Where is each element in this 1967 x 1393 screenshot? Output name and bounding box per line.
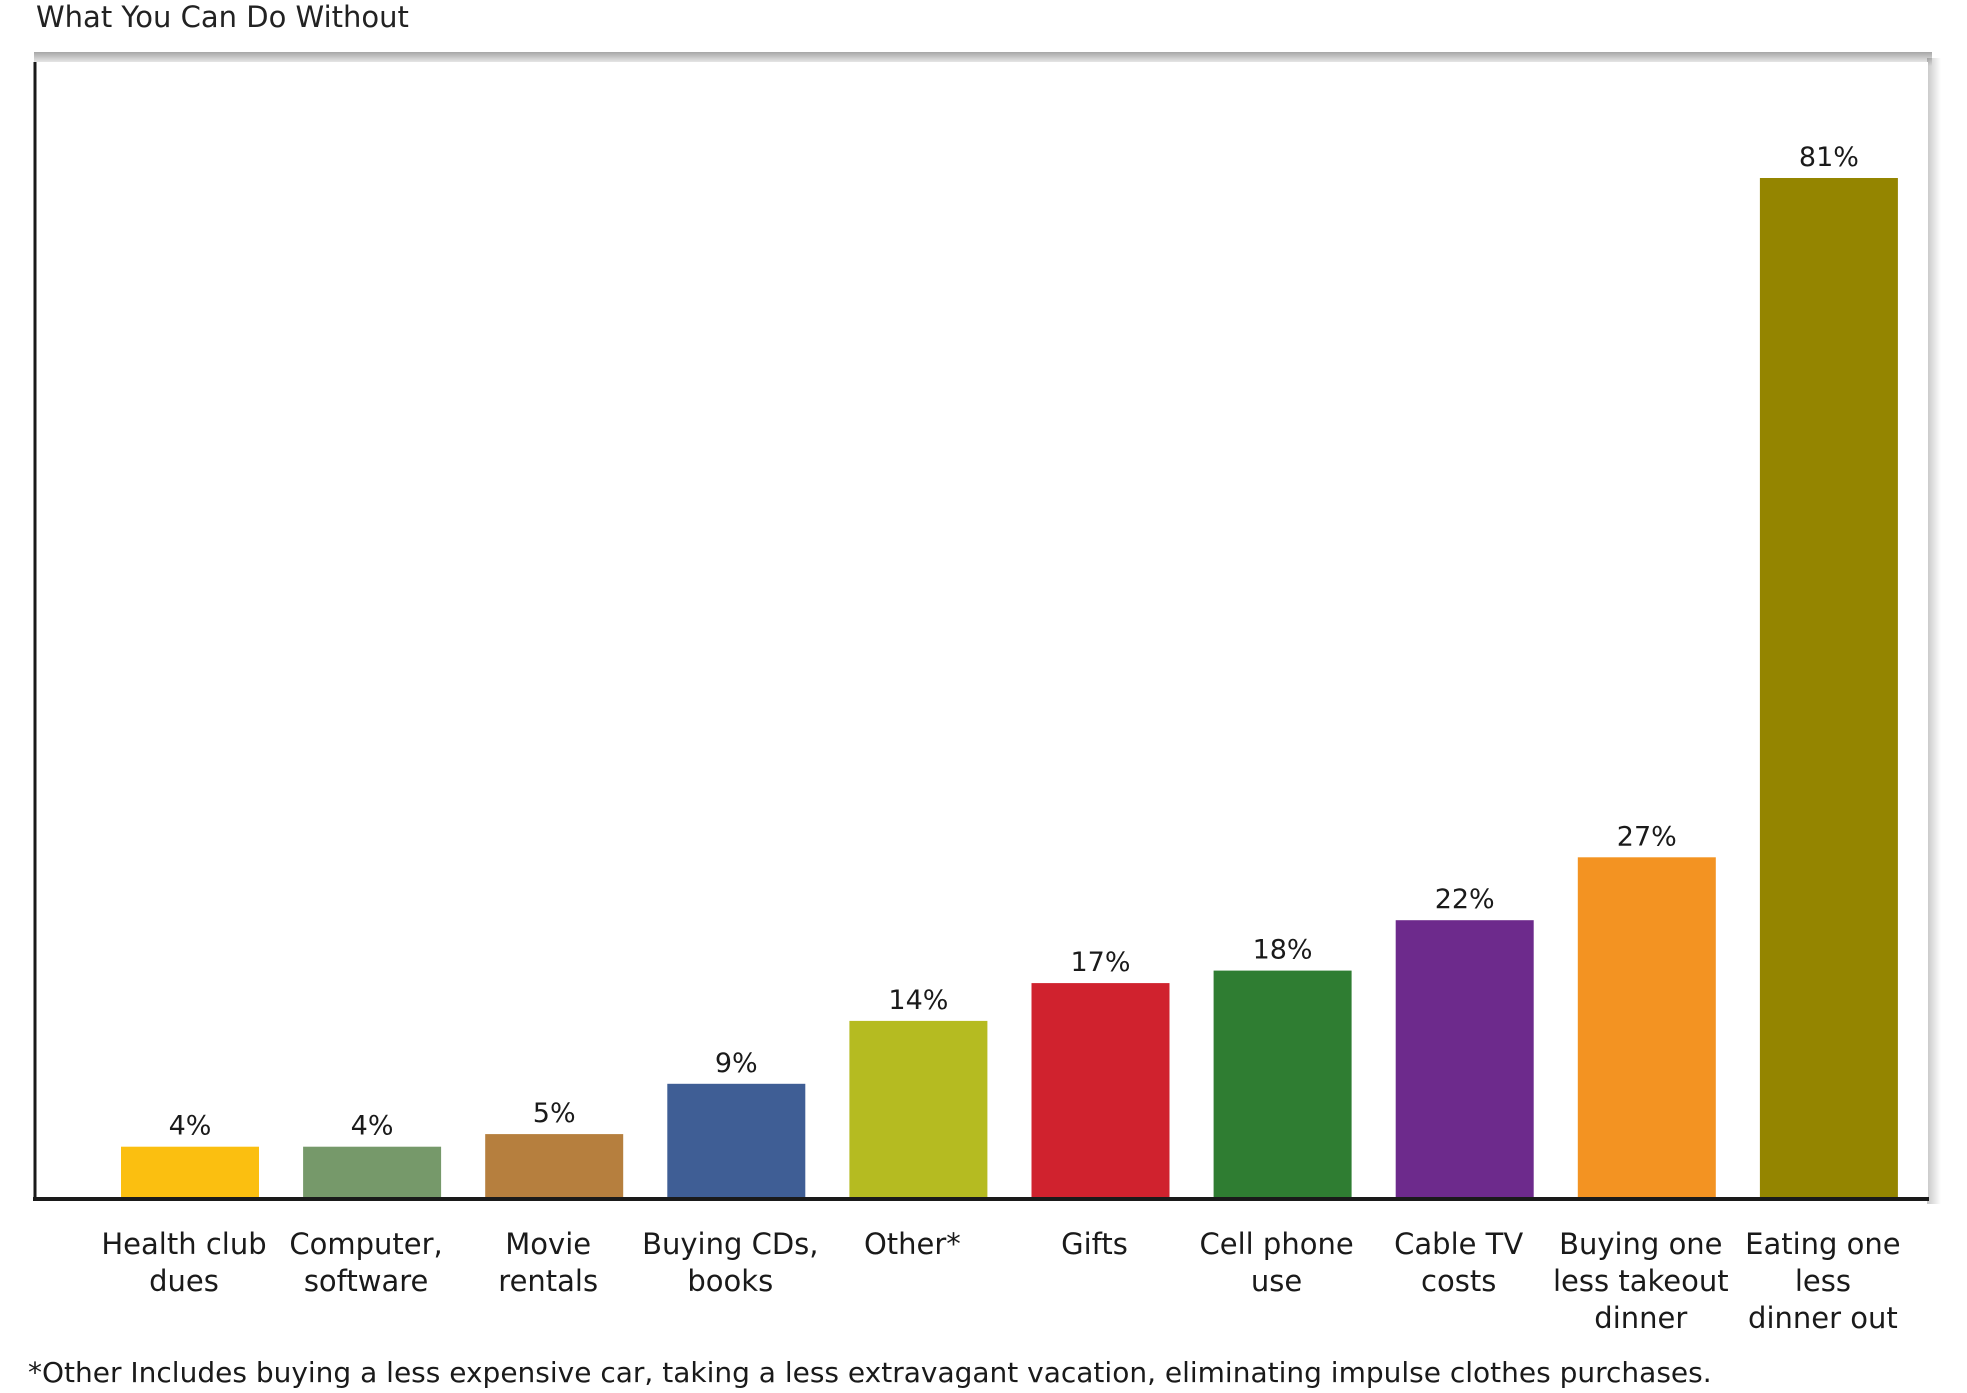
bar-value-label: 5% (533, 1098, 576, 1129)
value-labels-layer: 4% 4% 5% 9% 14% 17% 18% 22% 27% 81% (169, 142, 1859, 1142)
x-tick-label-line: Buying CDs, (642, 1227, 818, 1261)
plot-right-shadow (1927, 58, 1941, 1204)
bar (303, 1146, 442, 1197)
bar-value-label: 27% (1617, 821, 1677, 852)
bar (1031, 983, 1170, 1197)
x-tick-label: Other* (864, 1227, 961, 1261)
x-tick-label: Health club dues (101, 1227, 266, 1298)
x-tick-label-line: dinner (1594, 1301, 1687, 1335)
bars-layer (121, 178, 1898, 1197)
bar-value-label: 4% (169, 1111, 212, 1142)
bar-value-label: 81% (1799, 142, 1859, 173)
x-tick-label: Gifts (1061, 1227, 1128, 1261)
x-tick-label-line: software (304, 1264, 429, 1298)
x-tick-label-line: books (687, 1264, 773, 1298)
x-tick-label-line: dinner out (1748, 1301, 1898, 1335)
bar (667, 1083, 806, 1197)
x-tick-label-line: Cable TV (1394, 1227, 1523, 1261)
category-labels-layer: Health club dues Computer, software Movie ren… (101, 1227, 1900, 1335)
x-tick-label: Computer, software (289, 1227, 442, 1298)
x-tick-label-line: Cell phone (1200, 1227, 1354, 1261)
x-tick-label-line: Health club (101, 1227, 266, 1261)
bar (121, 1146, 259, 1197)
x-tick-label-line: use (1251, 1264, 1302, 1298)
x-tick-label-line: less (1795, 1264, 1851, 1298)
chart-title: What You Can Do Without (36, 0, 409, 34)
bar (1759, 178, 1898, 1197)
chart-footnote: *Other Includes buying a less expensive … (28, 1356, 1712, 1389)
bar-value-label: 22% (1435, 884, 1495, 915)
bar-value-label: 17% (1070, 947, 1130, 978)
x-tick-label-line: dues (149, 1264, 219, 1298)
x-tick-label: Buying CDs, books (642, 1227, 818, 1298)
x-tick-label-line: Computer, (289, 1227, 442, 1261)
x-tick-label: Cell phone use (1200, 1227, 1354, 1298)
x-tick-label-line: Eating one (1745, 1227, 1901, 1261)
bar-value-label: 18% (1253, 935, 1313, 966)
bar-value-label: 4% (351, 1111, 394, 1142)
bar-value-label: 14% (888, 985, 948, 1016)
x-tick-label-line: costs (1421, 1264, 1496, 1298)
bar (1395, 920, 1534, 1197)
x-tick-label: Movie rentals (498, 1227, 598, 1298)
x-tick-label-line: Buying one (1559, 1227, 1722, 1261)
bar (485, 1134, 624, 1197)
bar (1577, 857, 1716, 1197)
x-tick-label-line: Other* (864, 1227, 961, 1261)
x-tick-label-line: Movie (505, 1227, 591, 1261)
x-tick-label: Eating one less dinner out (1745, 1227, 1901, 1335)
x-tick-label-line: Gifts (1061, 1227, 1128, 1261)
x-tick-label: Buying one less takeout dinner (1553, 1227, 1729, 1335)
bar (849, 1020, 988, 1197)
x-tick-label-line: less takeout (1553, 1264, 1729, 1298)
bar (1213, 970, 1352, 1197)
bar-value-label: 9% (715, 1048, 758, 1079)
x-tick-label-line: rentals (498, 1264, 598, 1298)
x-tick-label: Cable TV costs (1394, 1227, 1523, 1298)
